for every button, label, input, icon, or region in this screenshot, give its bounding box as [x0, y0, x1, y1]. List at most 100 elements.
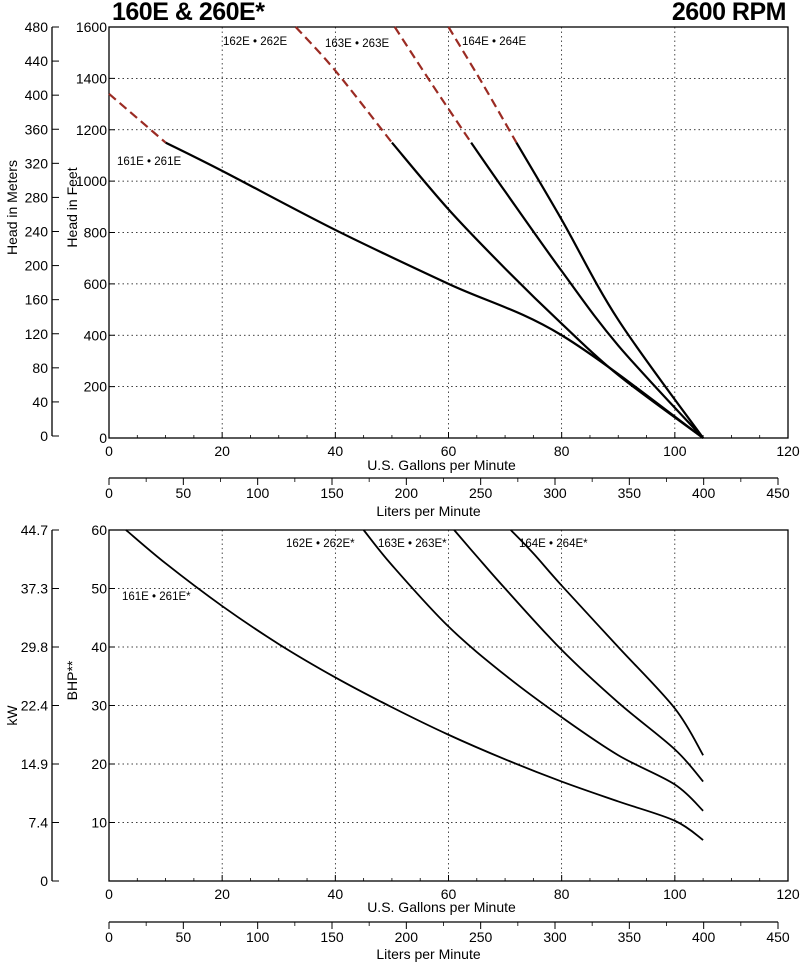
- series-line-dashed: [393, 26, 473, 144]
- y-tick-label: 30: [91, 698, 107, 714]
- series-3: 163E • 263E: [325, 26, 704, 439]
- series-label: 161E • 261E*: [122, 591, 191, 603]
- x-tick-label: 100: [663, 886, 687, 902]
- secondary-y-tick-label: 14.9: [21, 756, 48, 772]
- x-axis-title: U.S. Gallons per Minute: [367, 899, 516, 915]
- series-label: 163E • 263E: [325, 38, 389, 50]
- y-tick-label: 1200: [76, 122, 107, 138]
- secondary-y-tick-label: 400: [25, 87, 49, 103]
- secondary-x-tick-label: 300: [543, 485, 567, 501]
- secondary-x-tick-label: 200: [395, 485, 419, 501]
- series-3: 163E • 263E*: [378, 529, 704, 783]
- y-axis-title: BHP**: [64, 660, 80, 700]
- x-tick-label: 120: [776, 443, 800, 459]
- secondary-y-tick-label: 7.4: [29, 815, 49, 831]
- secondary-x-tick-label: 350: [618, 929, 642, 945]
- x-tick-label: 0: [105, 886, 113, 902]
- page-speed-label: 2600 RPM: [671, 0, 787, 26]
- secondary-x-tick-label: 100: [246, 929, 270, 945]
- series-line: [470, 141, 704, 439]
- series-line-dashed: [108, 92, 167, 144]
- secondary-y-tick-label: 0: [40, 873, 48, 889]
- series-label: 161E • 261E: [117, 156, 181, 168]
- series-2: 162E • 262E*: [286, 529, 704, 812]
- y-tick-label: 600: [84, 276, 108, 292]
- series-line: [453, 529, 704, 783]
- secondary-y-tick-label: 360: [25, 121, 49, 137]
- y-tick-label: 1000: [76, 173, 107, 189]
- y-tick-label: 1400: [76, 70, 107, 86]
- secondary-y-axis-title: Head in Meters: [4, 160, 20, 255]
- x-tick-label: 80: [554, 886, 570, 902]
- secondary-y-tick-label: 44.7: [21, 522, 48, 538]
- y-tick-label: 20: [91, 756, 107, 772]
- secondary-y-tick-label: 80: [32, 360, 48, 376]
- x-tick-label: 20: [214, 443, 230, 459]
- secondary-y-tick-label: 40: [32, 394, 48, 410]
- secondary-x-tick-label: 100: [246, 485, 270, 501]
- secondary-x-tick-label: 250: [469, 929, 493, 945]
- series-line: [391, 141, 704, 439]
- series-line-dashed: [447, 26, 518, 144]
- secondary-x-tick-label: 250: [469, 485, 493, 501]
- x-tick-label: 40: [328, 886, 344, 902]
- y-tick-label: 0: [99, 430, 107, 446]
- secondary-x-tick-label: 50: [176, 929, 192, 945]
- secondary-y-tick-label: 160: [25, 292, 49, 308]
- x-tick-label: 60: [441, 886, 457, 902]
- secondary-y-tick-label: 37.3: [21, 581, 48, 597]
- secondary-x-tick-label: 200: [395, 929, 419, 945]
- y-tick-label: 50: [91, 581, 107, 597]
- series-line: [125, 529, 704, 841]
- series-line: [165, 141, 704, 439]
- y-tick-label: 40: [91, 639, 107, 655]
- secondary-x-tick-label: 150: [320, 929, 344, 945]
- secondary-x-tick-label: 300: [543, 929, 567, 945]
- secondary-x-tick-label: 0: [105, 485, 113, 501]
- y-tick-label: 60: [91, 522, 107, 538]
- secondary-y-tick-label: 480: [25, 19, 49, 35]
- secondary-x-tick-label: 450: [766, 929, 790, 945]
- secondary-y-axis-title: kW: [4, 705, 20, 726]
- x-tick-label: 20: [214, 886, 230, 902]
- x-tick-label: 60: [441, 443, 457, 459]
- secondary-y-tick-label: 22.4: [21, 698, 48, 714]
- secondary-x-tick-label: 0: [105, 929, 113, 945]
- series-label: 162E • 262E: [223, 36, 287, 48]
- x-tick-label: 80: [554, 443, 570, 459]
- secondary-y-tick-label: 320: [25, 155, 49, 171]
- series-2: 162E • 262E: [223, 26, 704, 439]
- x-tick-label: 120: [776, 886, 800, 902]
- x-tick-label: 0: [105, 443, 113, 459]
- y-tick-label: 200: [84, 379, 108, 395]
- secondary-x-tick-label: 350: [618, 485, 642, 501]
- x-axis-title: U.S. Gallons per Minute: [367, 457, 516, 473]
- secondary-x-tick-label: 450: [766, 485, 790, 501]
- secondary-y-tick-label: 240: [25, 224, 49, 240]
- secondary-x-axis-title: Liters per Minute: [376, 503, 480, 519]
- y-tick-label: 400: [84, 327, 108, 343]
- x-tick-label: 100: [663, 443, 687, 459]
- secondary-x-axis-title: Liters per Minute: [376, 946, 480, 962]
- series-label: 164E • 264E: [462, 36, 526, 48]
- secondary-y-tick-label: 200: [25, 258, 49, 274]
- series-label: 163E • 263E*: [378, 538, 447, 550]
- series-line: [510, 529, 704, 756]
- secondary-y-tick-label: 0: [40, 428, 48, 444]
- series-1: 161E • 261E*: [122, 529, 704, 841]
- secondary-x-tick-label: 50: [176, 485, 192, 501]
- series-4: 164E • 264E: [447, 26, 705, 439]
- secondary-x-tick-label: 400: [692, 929, 716, 945]
- page-title: 160E & 260E*: [112, 0, 265, 26]
- chart-1: 0 20 40 60 80 100 1200200400600800100012001400…: [4, 19, 800, 519]
- series-line: [362, 529, 704, 812]
- series-line: [515, 142, 705, 439]
- series-label: 162E • 262E*: [286, 538, 355, 550]
- series-4: 164E • 264E*: [510, 529, 704, 756]
- secondary-x-tick-label: 150: [320, 485, 344, 501]
- y-axis-title: Head in Feet: [64, 167, 80, 247]
- series-line-dashed: [294, 26, 393, 144]
- secondary-x-tick-label: 400: [692, 485, 716, 501]
